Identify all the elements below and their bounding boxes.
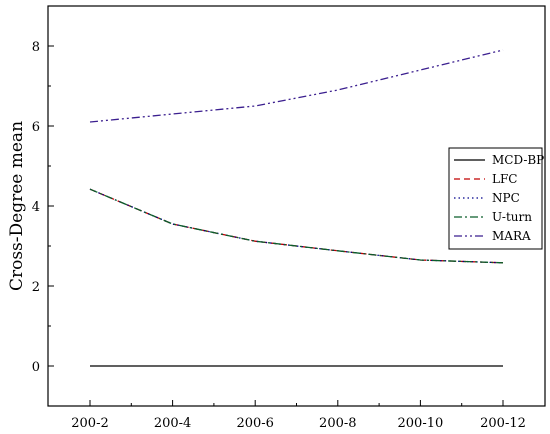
series-line-lfc xyxy=(89,188,504,264)
series-line-npc xyxy=(89,188,504,264)
legend-label: MCD-BP xyxy=(492,153,544,167)
x-tick-label: 200-10 xyxy=(398,416,444,431)
y-tick-label: 0 xyxy=(32,360,40,375)
series-line-u-turn xyxy=(89,188,504,264)
y-tick-label: 8 xyxy=(32,40,40,55)
x-tick-label: 200-6 xyxy=(236,416,273,431)
legend-label: LFC xyxy=(492,172,517,186)
legend-label: NPC xyxy=(492,191,520,205)
series-line-mara xyxy=(89,49,504,123)
y-axis-title: Cross-Degree mean xyxy=(7,121,27,291)
y-axis: 0 2 4 6 8 xyxy=(32,5,54,407)
x-tick-label: 200-8 xyxy=(319,416,356,431)
x-tick-label: 200-12 xyxy=(480,416,526,431)
y-tick-label: 6 xyxy=(32,120,40,135)
legend-label: U-turn xyxy=(492,210,532,224)
series-layer xyxy=(89,49,504,367)
y-tick-label: 2 xyxy=(32,280,40,295)
x-tick-label: 200-2 xyxy=(71,416,108,431)
x-tick-label: 200-4 xyxy=(154,416,191,431)
y-tick-label: 4 xyxy=(32,200,40,215)
legend-label: MARA xyxy=(492,229,531,243)
x-axis: 200-2 200-4 200-6 200-8 200-10 200-12 xyxy=(71,400,526,431)
legend: MCD-BP LFC NPC U-turn MARA xyxy=(448,147,544,250)
